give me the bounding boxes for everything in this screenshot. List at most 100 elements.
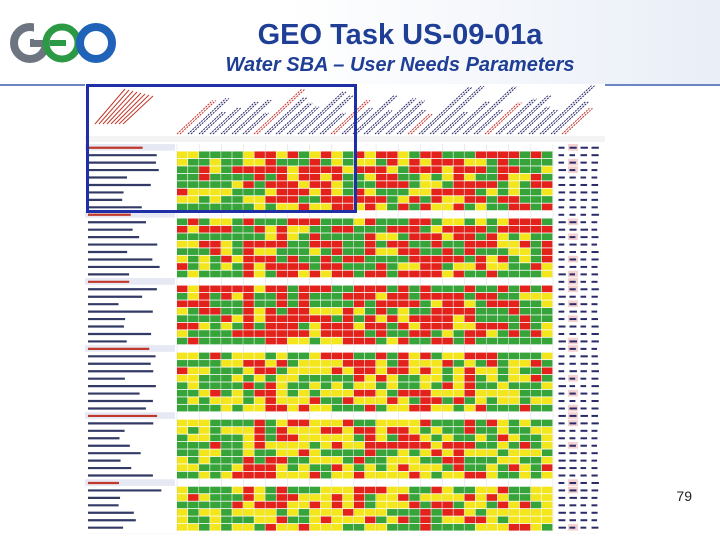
grid-cell (387, 501, 398, 509)
grid-cell (530, 240, 542, 248)
grid-cell (530, 345, 542, 352)
grid-cell (243, 240, 254, 248)
grid-cell (409, 285, 420, 293)
grid-cell (210, 345, 221, 352)
grid-cell (530, 218, 542, 226)
grid-cell (387, 382, 398, 390)
grid-cell (486, 315, 498, 322)
grid-cell (199, 278, 210, 285)
grid-cell (221, 300, 232, 308)
grid-cell (464, 173, 475, 181)
grid-cell (276, 419, 287, 427)
grid-cell (243, 285, 254, 293)
grid-cell (387, 218, 398, 226)
grid-cell (530, 196, 542, 203)
grid-cell (409, 449, 420, 457)
grid-cell (265, 337, 276, 345)
grid-cell (453, 203, 464, 211)
grid-cell (276, 233, 287, 241)
grid-cell (298, 509, 310, 516)
grid-cell (431, 173, 442, 181)
grid-cell (188, 501, 199, 509)
grid-cell (420, 367, 431, 375)
grid-cell (398, 419, 409, 427)
grid-cell (243, 307, 254, 315)
grid-cell (431, 494, 442, 501)
grid-cell (431, 211, 442, 218)
grid-cell (177, 166, 188, 173)
grid-cell (431, 307, 442, 315)
grid-cell (519, 479, 531, 486)
grid-cell (276, 218, 287, 226)
grid-cell (210, 442, 221, 449)
grid-cell (254, 442, 265, 449)
grid-cell (475, 233, 487, 241)
grid-cell (188, 315, 199, 322)
page-number: 79 (676, 488, 692, 504)
grid-cell (331, 211, 343, 218)
grid-cell (387, 151, 398, 159)
grid-cell (475, 173, 487, 181)
grid-cell (442, 509, 453, 516)
grid-cell (398, 233, 409, 241)
grid-cell (541, 196, 553, 203)
grid-cell (353, 389, 365, 397)
grid-cell (188, 509, 199, 516)
grid-cell (309, 449, 321, 457)
grid-cell (243, 523, 254, 531)
grid-cell (409, 293, 420, 300)
grid-cell (353, 367, 365, 375)
grid-cell (221, 442, 232, 449)
grid-cell (541, 516, 553, 524)
grid-cell (508, 382, 520, 390)
grid-cell (530, 367, 542, 375)
grid-cell (221, 464, 232, 471)
grid-cell (365, 158, 376, 166)
grid-cell (342, 173, 354, 181)
grid-cell (398, 322, 409, 330)
grid-cell (254, 307, 265, 315)
grid-cell (519, 456, 531, 464)
grid-cell (287, 523, 299, 531)
grid-cell (177, 158, 188, 166)
grid-cell (342, 509, 354, 516)
grid-cell (232, 181, 243, 188)
grid-cell (199, 464, 210, 471)
grid-cell (409, 330, 420, 337)
grid-cell (232, 270, 243, 278)
grid-cell (376, 486, 387, 494)
grid-cell (387, 181, 398, 188)
grid-cell (276, 330, 287, 337)
grid-cell (508, 516, 520, 524)
grid-cell (365, 442, 376, 449)
grid-cell (232, 188, 243, 196)
grid-cell (309, 397, 321, 404)
grid-cell (497, 211, 509, 218)
header-note (94, 88, 126, 125)
grid-cell (409, 144, 420, 151)
grid-cell (221, 479, 232, 486)
grid-cell (508, 471, 520, 479)
grid-cell (342, 345, 354, 352)
grid-cell (342, 285, 354, 293)
grid-cell (210, 404, 221, 412)
grid-cell (431, 293, 442, 300)
grid-cell (486, 509, 498, 516)
grid-cell (464, 360, 475, 367)
grid-cell (431, 151, 442, 159)
grid-cell (243, 270, 254, 278)
grid-cell (243, 382, 254, 390)
grid-cell (353, 412, 365, 419)
grid-cell (298, 442, 310, 449)
grid-cell (376, 501, 387, 509)
grid-cell (541, 419, 553, 427)
grid-cell (276, 509, 287, 516)
grid-cell (475, 322, 487, 330)
grid-cell (376, 464, 387, 471)
grid-cell (486, 151, 498, 159)
grid-cell (177, 151, 188, 159)
grid-cell (387, 464, 398, 471)
grid-cell (320, 434, 332, 442)
grid-cell (254, 158, 265, 166)
grid-cell (320, 479, 332, 486)
